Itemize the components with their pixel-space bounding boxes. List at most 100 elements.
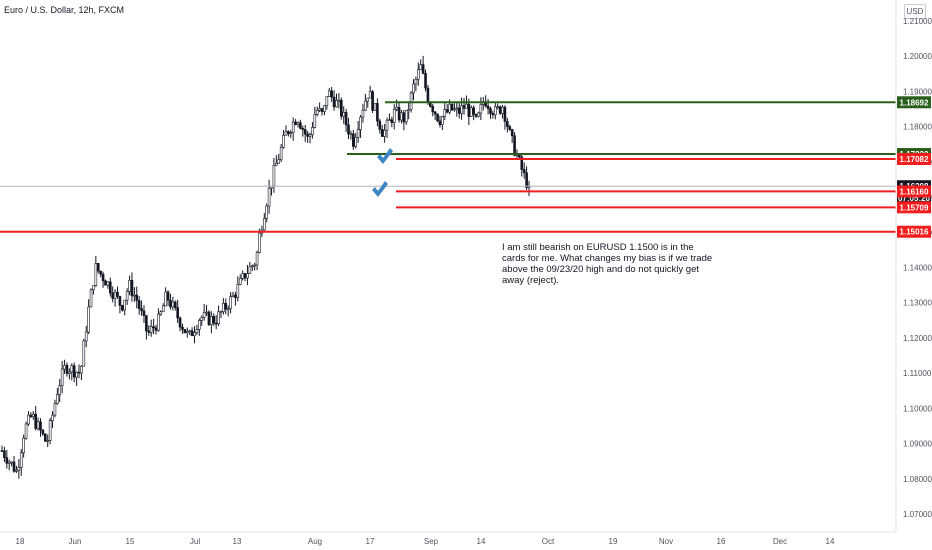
candle — [340, 97, 343, 120]
candle-body — [400, 112, 403, 121]
candle — [121, 304, 124, 312]
candle — [315, 106, 319, 117]
candle-body — [111, 292, 114, 299]
candle-body — [27, 414, 30, 425]
candle-body — [195, 329, 199, 333]
candle — [178, 316, 182, 332]
candle-body — [335, 100, 338, 108]
candle-body — [255, 252, 259, 266]
candle — [265, 203, 269, 223]
candle-body — [282, 134, 285, 148]
candle — [44, 433, 47, 442]
candle-body — [315, 109, 319, 115]
candle — [417, 62, 420, 86]
candle-body — [474, 114, 478, 117]
candle — [347, 117, 350, 140]
candle-body — [229, 296, 232, 310]
candle-body — [395, 107, 398, 110]
price-labels-group: 1.186921.172221.170821.1630807:05:201.16… — [897, 96, 931, 238]
candle-body — [320, 108, 324, 112]
candle-body — [289, 132, 293, 134]
candle — [195, 324, 199, 336]
candle-body — [262, 218, 266, 231]
candle-body — [231, 294, 235, 297]
x-tick-label: 15 — [126, 537, 135, 546]
candle — [87, 299, 90, 335]
candle — [364, 93, 367, 111]
candle — [58, 378, 62, 403]
y-tick-label: 1.20000 — [903, 52, 932, 61]
candle-body — [364, 100, 367, 111]
candle — [472, 105, 475, 121]
candle — [142, 305, 146, 323]
candle-body — [412, 83, 415, 94]
candle — [267, 179, 271, 214]
candle-body — [3, 450, 6, 458]
candle-body — [226, 308, 230, 311]
y-tick-label: 1.10000 — [903, 404, 932, 413]
price-label: 1.15016 — [900, 228, 929, 237]
candle-body — [210, 315, 213, 326]
candle-body — [41, 429, 45, 435]
candle-body — [380, 129, 384, 137]
candle-body — [501, 106, 504, 114]
candle-body — [101, 273, 105, 282]
candle — [15, 465, 18, 473]
candle — [217, 305, 220, 327]
candle — [277, 153, 281, 164]
candle — [438, 115, 442, 128]
candle-body — [147, 330, 151, 333]
candle-body — [303, 129, 307, 135]
annotation-text: I am still bearish on EURUSD 1.1500 is i… — [502, 242, 713, 286]
candle — [494, 101, 497, 120]
candle — [111, 286, 114, 303]
y-tick-label: 1.18000 — [903, 123, 932, 132]
candle-body — [332, 96, 336, 108]
candle-body — [450, 103, 454, 111]
candle — [356, 120, 360, 143]
candle-body — [279, 146, 283, 160]
candle-body — [388, 119, 391, 121]
price-label: 1.17082 — [900, 155, 929, 164]
candle — [200, 315, 204, 326]
candle — [137, 296, 141, 315]
candle-body — [438, 120, 442, 125]
candle-body — [176, 307, 179, 319]
checkmark-icon — [377, 148, 393, 164]
candle-body — [222, 303, 225, 312]
candle — [46, 434, 50, 448]
candle — [313, 106, 317, 129]
candle — [250, 264, 254, 272]
candle — [207, 310, 211, 326]
candle-body — [469, 107, 473, 117]
candle-body — [417, 69, 420, 80]
candle-body — [166, 291, 170, 301]
candle — [152, 318, 155, 335]
candle-body — [248, 266, 252, 274]
candle-body — [72, 365, 76, 378]
candle-body — [212, 315, 216, 324]
candle-body — [354, 137, 358, 147]
candle-body — [5, 457, 9, 464]
candle — [506, 117, 509, 133]
candle-body — [224, 303, 228, 310]
candle-body — [272, 165, 276, 187]
checkmark-icon — [372, 181, 388, 197]
candle — [77, 364, 81, 379]
candle — [262, 213, 266, 231]
candle — [116, 286, 119, 299]
candle — [306, 130, 309, 143]
candle-body — [31, 413, 35, 417]
candle — [424, 69, 427, 92]
candle — [238, 274, 242, 286]
candle — [53, 399, 57, 418]
candle-body — [92, 285, 95, 291]
price-axis: 1.210001.200001.190001.180001.170001.160… — [903, 17, 932, 519]
candle — [296, 121, 300, 128]
candle — [246, 264, 249, 286]
candle-body — [104, 280, 107, 286]
x-tick-label: Nov — [659, 537, 673, 546]
currency-button[interactable]: USD — [904, 4, 926, 19]
candle — [383, 123, 386, 143]
